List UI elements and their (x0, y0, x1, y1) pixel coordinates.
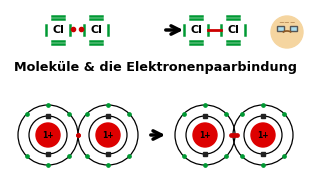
Text: 1+: 1+ (42, 130, 54, 140)
Circle shape (36, 123, 60, 147)
Text: Cl: Cl (190, 25, 202, 35)
Circle shape (251, 123, 275, 147)
Circle shape (193, 123, 217, 147)
Circle shape (96, 123, 120, 147)
Text: Cl: Cl (52, 25, 64, 35)
Text: 1+: 1+ (257, 130, 269, 140)
Text: Moleküle & die Elektronenpaarbindung: Moleküle & die Elektronenpaarbindung (13, 62, 297, 75)
Circle shape (271, 16, 303, 48)
Text: Cl: Cl (227, 25, 239, 35)
Bar (290, 26, 297, 31)
Text: ~~~: ~~~ (278, 20, 296, 26)
Bar (277, 26, 284, 31)
Text: 1+: 1+ (102, 130, 114, 140)
Text: 1+: 1+ (199, 130, 211, 140)
Text: Cl: Cl (90, 25, 102, 35)
